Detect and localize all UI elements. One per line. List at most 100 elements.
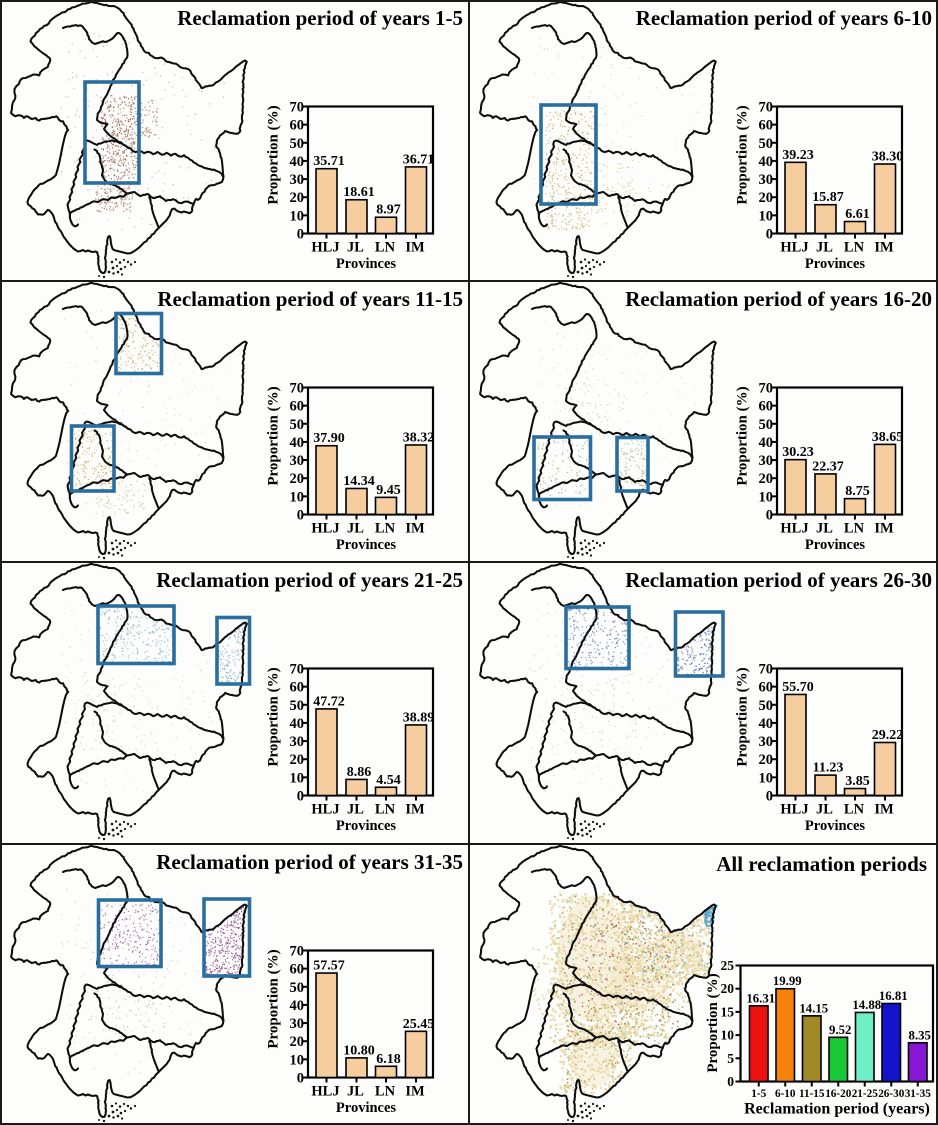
- svg-text:Provinces: Provinces: [336, 818, 396, 834]
- svg-text:60: 60: [759, 680, 774, 696]
- svg-text:70: 70: [290, 381, 305, 397]
- svg-text:36.71: 36.71: [403, 152, 435, 167]
- svg-text:30: 30: [290, 734, 305, 750]
- svg-text:29.22: 29.22: [872, 728, 904, 743]
- svg-text:60: 60: [290, 399, 305, 415]
- svg-text:38.89: 38.89: [403, 710, 435, 725]
- svg-text:LN: LN: [375, 1084, 396, 1100]
- svg-text:21-25: 21-25: [852, 1088, 879, 1100]
- svg-text:57.57: 57.57: [313, 959, 345, 974]
- svg-text:Reclamation period of years 11: Reclamation period of years 11-15: [157, 287, 463, 311]
- svg-text:20: 20: [759, 190, 774, 206]
- svg-text:0: 0: [766, 789, 773, 805]
- svg-text:3.85: 3.85: [845, 774, 870, 789]
- svg-text:Proportion (%): Proportion (%): [735, 105, 751, 204]
- svg-text:0: 0: [727, 1074, 734, 1089]
- svg-text:50: 50: [290, 698, 305, 714]
- svg-text:0: 0: [297, 1071, 304, 1087]
- svg-text:IM: IM: [405, 1084, 425, 1100]
- svg-text:16.31: 16.31: [746, 991, 775, 1005]
- svg-text:20: 20: [290, 752, 305, 768]
- svg-text:16.81: 16.81: [879, 989, 908, 1003]
- svg-text:16-20: 16-20: [825, 1088, 852, 1100]
- svg-text:50: 50: [290, 980, 305, 996]
- svg-text:20: 20: [759, 471, 774, 487]
- svg-text:18.61: 18.61: [343, 185, 375, 200]
- svg-text:Reclamation period of years 31: Reclamation period of years 31-35: [156, 850, 463, 874]
- svg-text:25: 25: [721, 958, 735, 973]
- svg-text:Reclamation period of years 26: Reclamation period of years 26-30: [625, 568, 932, 592]
- svg-text:Proportion (%): Proportion (%): [266, 949, 282, 1048]
- svg-text:8.35: 8.35: [909, 1028, 931, 1042]
- svg-text:40: 40: [290, 154, 305, 170]
- svg-text:HLJ: HLJ: [311, 802, 339, 818]
- svg-text:40: 40: [759, 154, 774, 170]
- svg-text:5: 5: [727, 1051, 734, 1066]
- svg-text:60: 60: [290, 118, 305, 134]
- svg-text:0: 0: [766, 508, 773, 524]
- svg-text:70: 70: [759, 381, 774, 397]
- svg-text:30: 30: [290, 172, 305, 188]
- svg-text:10: 10: [290, 208, 305, 224]
- svg-text:HLJ: HLJ: [311, 1084, 339, 1100]
- svg-text:70: 70: [759, 662, 774, 678]
- svg-text:38.65: 38.65: [872, 430, 904, 445]
- svg-text:39.23: 39.23: [782, 148, 814, 163]
- svg-text:Reclamation period of years 6-: Reclamation period of years 6-10: [636, 6, 932, 30]
- svg-text:37.90: 37.90: [313, 431, 345, 446]
- svg-text:LN: LN: [844, 240, 865, 256]
- svg-text:1-5: 1-5: [751, 1088, 766, 1100]
- svg-text:HLJ: HLJ: [311, 521, 339, 537]
- svg-text:IM: IM: [874, 802, 894, 818]
- svg-text:Proportion (%): Proportion (%): [266, 667, 282, 766]
- svg-text:30: 30: [759, 172, 774, 188]
- svg-text:20: 20: [721, 981, 735, 996]
- svg-text:50: 50: [759, 417, 774, 433]
- svg-text:26-30: 26-30: [878, 1088, 905, 1100]
- svg-text:10: 10: [290, 489, 305, 505]
- svg-text:0: 0: [297, 227, 304, 243]
- svg-text:Proportion (%): Proportion (%): [705, 973, 721, 1072]
- svg-text:10.80: 10.80: [343, 1043, 375, 1058]
- svg-text:Proportion (%): Proportion (%): [266, 105, 282, 204]
- svg-text:9.45: 9.45: [376, 483, 401, 498]
- svg-text:60: 60: [759, 399, 774, 415]
- svg-text:Reclamation period of years 21: Reclamation period of years 21-25: [156, 568, 463, 592]
- svg-text:20: 20: [290, 190, 305, 206]
- svg-text:Reclamation period of years 1-: Reclamation period of years 1-5: [177, 6, 463, 30]
- svg-text:IM: IM: [405, 521, 425, 537]
- svg-text:LN: LN: [375, 521, 396, 537]
- svg-text:10: 10: [290, 770, 305, 786]
- svg-text:38.30: 38.30: [872, 150, 904, 165]
- svg-text:70: 70: [290, 100, 305, 116]
- svg-text:LN: LN: [375, 240, 396, 256]
- svg-text:6-10: 6-10: [775, 1088, 796, 1100]
- svg-text:IM: IM: [405, 802, 425, 818]
- svg-text:55.70: 55.70: [782, 680, 814, 695]
- svg-text:15.87: 15.87: [812, 190, 844, 205]
- svg-text:6.18: 6.18: [376, 1052, 401, 1067]
- svg-text:31-35: 31-35: [905, 1088, 932, 1100]
- svg-text:70: 70: [290, 662, 305, 678]
- svg-text:19.99: 19.99: [773, 974, 802, 988]
- svg-text:30: 30: [759, 453, 774, 469]
- svg-text:10: 10: [759, 770, 774, 786]
- svg-text:10: 10: [759, 489, 774, 505]
- svg-text:11.23: 11.23: [813, 761, 844, 776]
- svg-text:20: 20: [290, 1034, 305, 1050]
- svg-text:Reclamation period of years 16: Reclamation period of years 16-20: [625, 287, 932, 311]
- svg-text:JL: JL: [816, 240, 833, 256]
- svg-text:LN: LN: [844, 521, 865, 537]
- svg-text:9.52: 9.52: [829, 1023, 851, 1037]
- svg-text:10: 10: [290, 1052, 305, 1068]
- svg-text:20: 20: [290, 471, 305, 487]
- svg-text:0: 0: [297, 508, 304, 524]
- svg-text:47.72: 47.72: [313, 694, 345, 709]
- svg-text:HLJ: HLJ: [780, 521, 808, 537]
- svg-text:0: 0: [297, 789, 304, 805]
- svg-text:40: 40: [290, 716, 305, 732]
- svg-text:15: 15: [721, 1004, 735, 1019]
- svg-text:60: 60: [759, 118, 774, 134]
- svg-text:HLJ: HLJ: [780, 802, 808, 818]
- svg-text:IM: IM: [405, 240, 425, 256]
